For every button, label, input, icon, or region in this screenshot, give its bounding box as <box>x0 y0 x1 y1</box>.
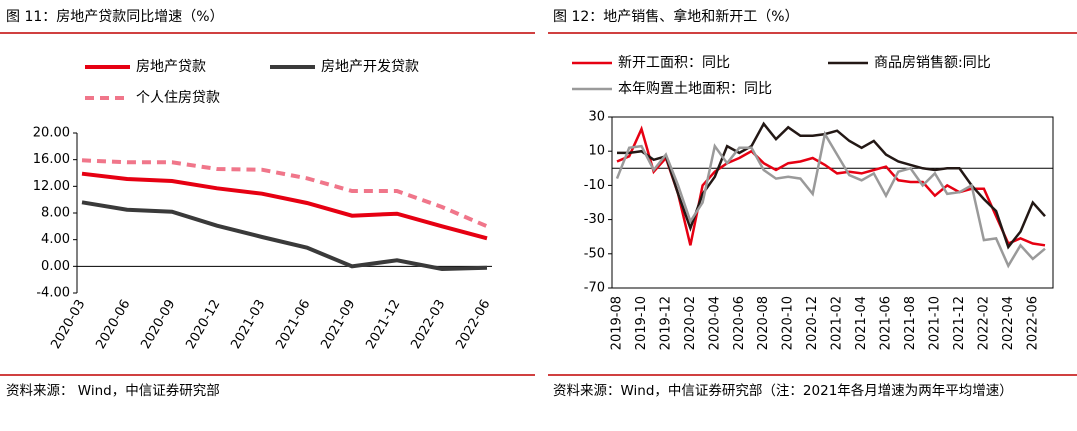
y-tick-label: 8.00 <box>41 206 70 221</box>
x-tick-label: 2021-09 <box>318 297 358 352</box>
y-tick-label: -50 <box>584 246 605 261</box>
chart-title: 图 12：地产销售、拿地和新开工（%） <box>553 8 799 25</box>
series-line <box>81 158 488 229</box>
y-tick-label: -30 <box>584 212 605 227</box>
x-tick-label: 2022-06 <box>453 297 493 352</box>
x-tick-label: 2021-08 <box>903 296 918 350</box>
y-tick-label: -10 <box>584 178 605 193</box>
x-tick-label: 2021-06 <box>879 296 894 350</box>
y-tick-label: -4.00 <box>36 286 70 301</box>
legend-label: 个人住房贷款 <box>136 90 220 106</box>
x-tick-label: 2021-02 <box>830 296 845 350</box>
x-tick-label: 2021-04 <box>854 296 869 350</box>
x-tick-label: 2022-06 <box>1025 296 1040 350</box>
y-tick-label: 16.00 <box>33 152 70 167</box>
series-line <box>81 171 488 241</box>
x-tick-label: 2020-02 <box>683 296 698 350</box>
plot-frame <box>611 116 1054 289</box>
x-tick-label: 2020-06 <box>732 296 747 350</box>
x-tick-label: 2022-04 <box>1001 296 1016 350</box>
legend-label: 房地产开发贷款 <box>321 59 419 75</box>
legend-label: 房地产贷款 <box>136 59 206 75</box>
y-tick-label: 30 <box>588 110 605 125</box>
x-tick-label: 2022-03 <box>408 297 448 352</box>
series-line <box>615 130 1046 269</box>
x-tick-label: 2021-12 <box>952 296 967 350</box>
x-tick-label: 2021-06 <box>273 297 313 352</box>
x-tick-label: 2022-02 <box>976 296 991 350</box>
x-tick-label: 2021-10 <box>927 296 942 350</box>
x-tick-label: 2020-12 <box>805 296 820 350</box>
x-tick-label: 2019-08 <box>610 296 625 350</box>
y-tick-label: 20.00 <box>33 126 70 141</box>
series-line <box>617 121 1046 250</box>
x-tick-label: 2019-12 <box>658 296 673 350</box>
series-line <box>81 200 488 272</box>
x-tick-label: 2020-03 <box>48 297 88 352</box>
legend-label: 新开工面积：同比 <box>618 55 730 71</box>
chart-title: 图 11：房地产贷款同比增速（%） <box>6 9 224 25</box>
x-tick-label: 2021-12 <box>363 297 403 352</box>
y-tick-label: -70 <box>584 281 605 296</box>
x-tick-label: 2020-04 <box>707 296 722 350</box>
x-tick-label: 2020-06 <box>93 297 133 352</box>
source: 资料来源：Wind，中信证券研究部（注：2021年各月增速为两年平均增速） <box>553 383 1013 399</box>
x-tick-label: 2019-10 <box>634 296 649 350</box>
x-tick-label: 2020-10 <box>781 296 796 350</box>
legend-label: 商品房销售额:同比 <box>874 55 991 71</box>
x-tick-label: 2020-12 <box>183 297 223 352</box>
x-tick-label: 2020-09 <box>138 297 178 352</box>
y-tick-label: 10 <box>588 144 605 159</box>
y-tick-label: 4.00 <box>41 232 70 247</box>
y-tick-label: 12.00 <box>33 179 70 194</box>
source: 资料来源： Wind，中信证券研究部 <box>6 383 220 399</box>
x-tick-label: 2021-03 <box>228 297 268 352</box>
y-tick-label: 0.00 <box>41 259 70 274</box>
x-tick-label: 2020-08 <box>756 296 771 350</box>
legend-label: 本年购置土地面积：同比 <box>618 81 772 97</box>
